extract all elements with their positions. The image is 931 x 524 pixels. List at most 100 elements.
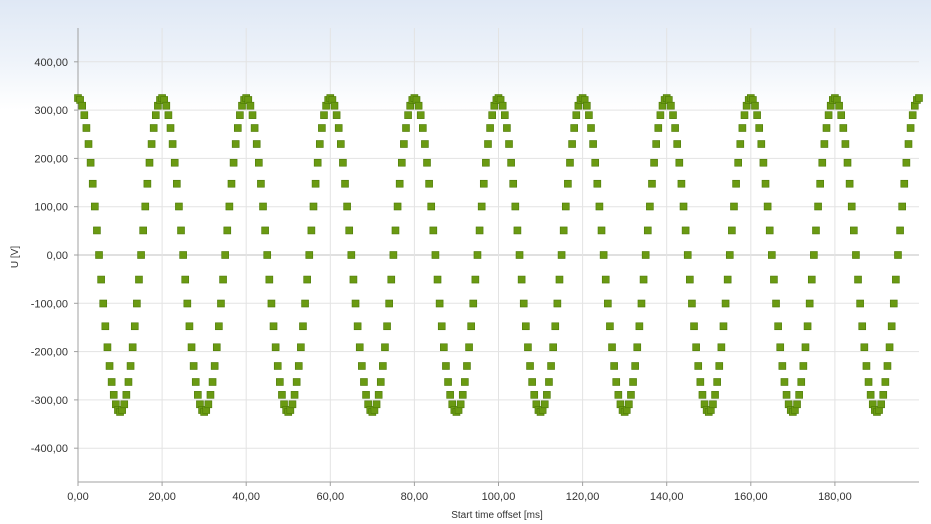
data-point	[635, 322, 644, 331]
data-point	[879, 391, 888, 399]
data-point	[593, 179, 602, 188]
data-point	[255, 158, 263, 167]
data-point	[507, 158, 515, 167]
data-point	[82, 124, 91, 132]
data-point	[698, 391, 707, 399]
data-point	[877, 400, 885, 409]
data-point	[414, 101, 423, 110]
data-point	[625, 400, 633, 409]
data-point	[419, 124, 427, 132]
data-point	[639, 275, 648, 284]
data-point	[353, 322, 362, 331]
data-point	[540, 400, 549, 409]
data-point	[677, 179, 686, 188]
data-point	[305, 251, 314, 259]
data-point	[599, 251, 608, 259]
y-tick-label: -300,00	[31, 395, 68, 407]
data-point	[355, 343, 364, 352]
data-point	[164, 111, 173, 119]
data-point	[770, 275, 778, 284]
data-point	[595, 202, 604, 211]
data-point	[187, 343, 196, 352]
data-point	[343, 202, 351, 211]
data-point	[404, 111, 412, 119]
data-point	[318, 124, 326, 132]
y-tick-label: -200,00	[31, 347, 68, 359]
data-point	[589, 140, 597, 148]
data-point	[231, 140, 240, 148]
data-point	[227, 179, 236, 188]
data-point	[469, 299, 478, 308]
data-point	[107, 378, 116, 386]
data-point	[288, 400, 297, 409]
data-point	[526, 362, 534, 370]
x-tick-label: 80,00	[401, 491, 429, 503]
data-point	[80, 111, 89, 119]
data-point	[126, 362, 135, 370]
data-point	[206, 391, 215, 399]
y-tick-label: -100,00	[31, 298, 68, 310]
data-point	[915, 94, 923, 102]
data-point	[246, 101, 255, 110]
data-point	[679, 202, 688, 211]
data-point	[799, 362, 808, 370]
data-point	[812, 226, 820, 235]
data-point	[271, 343, 280, 352]
data-point	[641, 251, 650, 259]
data-point	[332, 111, 341, 119]
data-point	[759, 158, 768, 167]
data-point	[522, 322, 530, 331]
data-point	[185, 322, 194, 331]
data-point	[181, 275, 190, 284]
data-point	[721, 299, 730, 308]
data-point	[345, 226, 354, 235]
data-point	[383, 322, 391, 331]
data-point	[482, 158, 490, 167]
data-point	[822, 124, 831, 132]
data-point	[717, 343, 726, 352]
data-point	[631, 362, 639, 370]
data-point	[732, 179, 740, 188]
data-point	[627, 391, 635, 399]
data-point	[299, 322, 307, 331]
x-tick-label: 100,00	[482, 491, 516, 503]
data-point	[145, 158, 154, 167]
data-point	[387, 275, 396, 284]
data-point	[301, 299, 309, 308]
data-point	[553, 299, 562, 308]
data-point	[484, 140, 492, 148]
data-point	[629, 378, 637, 386]
data-point	[360, 378, 368, 386]
data-point	[543, 391, 551, 399]
data-point	[671, 124, 679, 132]
data-point	[423, 158, 431, 167]
data-point	[719, 322, 728, 331]
data-point	[643, 226, 652, 235]
data-point	[376, 378, 385, 386]
data-point	[122, 391, 131, 399]
data-point	[91, 202, 99, 211]
data-point	[606, 322, 614, 331]
data-point	[372, 400, 381, 409]
data-point	[269, 322, 278, 331]
data-point	[393, 202, 402, 211]
data-point	[400, 140, 408, 148]
data-point	[385, 299, 393, 308]
data-point	[669, 111, 677, 119]
data-point	[503, 124, 511, 132]
data-point	[894, 251, 902, 259]
data-point	[341, 179, 349, 188]
y-tick-label: 200,00	[34, 153, 68, 165]
data-point	[650, 158, 658, 167]
data-point	[683, 251, 692, 259]
data-point	[614, 391, 623, 399]
data-point	[248, 111, 257, 119]
data-point	[149, 124, 158, 132]
data-point	[292, 378, 301, 386]
data-point	[139, 226, 147, 235]
data-point	[442, 362, 450, 370]
data-point	[862, 362, 871, 370]
data-point	[646, 202, 654, 211]
data-point	[801, 343, 810, 352]
data-point	[330, 101, 339, 110]
